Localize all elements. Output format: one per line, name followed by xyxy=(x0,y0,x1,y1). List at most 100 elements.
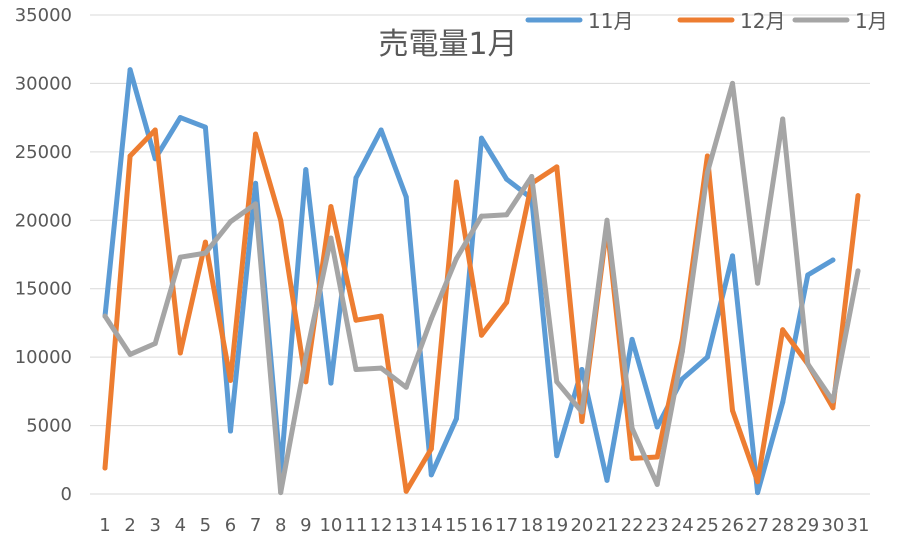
x-tick-label: 28 xyxy=(771,515,794,536)
x-tick-label: 18 xyxy=(520,515,543,536)
data-point xyxy=(127,351,133,357)
data-point xyxy=(378,365,384,371)
series-lines xyxy=(102,67,861,496)
data-point xyxy=(830,398,836,404)
legend-label: 1月 xyxy=(855,9,888,33)
data-point xyxy=(253,180,259,186)
data-point xyxy=(479,135,484,141)
x-tick-label: 21 xyxy=(596,515,619,536)
data-point xyxy=(278,217,284,223)
data-point xyxy=(102,313,108,319)
x-tick-label: 13 xyxy=(395,515,418,536)
data-point xyxy=(730,253,735,259)
data-point xyxy=(755,490,761,496)
data-point xyxy=(253,201,259,207)
data-point xyxy=(278,490,284,496)
y-tick-label: 10000 xyxy=(15,347,72,368)
data-point xyxy=(654,424,660,430)
data-point xyxy=(704,153,710,159)
data-point xyxy=(805,361,811,367)
data-point xyxy=(654,454,660,460)
x-tick-label: 4 xyxy=(175,515,186,536)
data-point xyxy=(830,257,836,263)
x-tick-label: 17 xyxy=(495,515,518,536)
data-point xyxy=(202,239,208,245)
x-axis-ticks: 1 2 3 4 5 6 7 8 9 10 11 12 13 14 15 16 17 18 19 20 21 22 23 24 2… xyxy=(99,515,869,536)
data-point xyxy=(378,313,384,319)
y-tick-label: 5000 xyxy=(26,416,72,437)
data-point xyxy=(253,131,259,137)
y-tick-label: 35000 xyxy=(15,5,72,26)
data-point xyxy=(303,167,309,173)
data-point xyxy=(780,399,786,405)
x-tick-label: 29 xyxy=(796,515,819,536)
x-tick-label: 26 xyxy=(721,515,744,536)
data-point xyxy=(228,219,233,225)
y-axis-ticks: 0 5000 10000 15000 20000 25000 30000 35000 xyxy=(15,5,72,505)
data-point xyxy=(504,299,510,305)
data-point xyxy=(353,366,359,372)
x-tick-label: 1 xyxy=(99,515,110,536)
data-point xyxy=(303,379,309,385)
data-point xyxy=(604,477,610,483)
x-tick-label: 20 xyxy=(570,515,593,536)
data-point xyxy=(529,173,535,179)
data-point xyxy=(704,354,710,360)
data-point xyxy=(579,366,585,372)
data-point xyxy=(177,254,183,260)
x-tick-label: 2 xyxy=(124,515,135,536)
x-tick-label: 11 xyxy=(345,515,368,536)
data-point xyxy=(554,453,560,459)
data-point xyxy=(704,169,710,175)
data-point xyxy=(855,268,861,274)
data-point xyxy=(177,115,183,121)
x-tick-label: 22 xyxy=(621,515,644,536)
data-point xyxy=(303,354,309,360)
data-point xyxy=(629,425,635,431)
data-point xyxy=(730,408,735,414)
data-point xyxy=(805,272,811,278)
data-point xyxy=(479,332,484,338)
data-point xyxy=(152,127,158,133)
data-point xyxy=(654,481,660,487)
data-point xyxy=(479,213,484,219)
data-point xyxy=(353,317,359,323)
data-point xyxy=(604,217,610,223)
x-tick-label: 10 xyxy=(319,515,342,536)
data-point xyxy=(202,124,208,130)
y-tick-label: 15000 xyxy=(15,279,72,300)
data-point xyxy=(730,80,735,86)
data-point xyxy=(679,349,685,355)
data-point xyxy=(504,176,510,182)
data-point xyxy=(328,235,334,241)
data-point xyxy=(428,316,434,322)
data-point xyxy=(202,250,208,256)
x-tick-label: 5 xyxy=(200,515,211,536)
x-tick-label: 3 xyxy=(149,515,160,536)
data-point xyxy=(403,384,409,390)
data-point xyxy=(328,380,334,386)
x-tick-label: 14 xyxy=(420,515,443,536)
data-point xyxy=(554,164,560,170)
data-point xyxy=(177,350,183,356)
data-point xyxy=(453,256,459,262)
x-tick-label: 25 xyxy=(696,515,719,536)
legend-label: 11月 xyxy=(588,9,633,33)
legend: 11月 12月 1月 xyxy=(525,9,888,33)
data-point xyxy=(629,336,635,342)
data-point xyxy=(127,153,133,159)
data-point xyxy=(453,179,459,185)
x-tick-label: 6 xyxy=(225,515,236,536)
data-point xyxy=(579,409,585,415)
series-line-1 xyxy=(102,67,836,496)
x-tick-label: 7 xyxy=(250,515,261,536)
data-point xyxy=(228,377,233,383)
x-tick-label: 16 xyxy=(470,515,493,536)
data-point xyxy=(152,340,158,346)
x-tick-label: 15 xyxy=(445,515,468,536)
data-point xyxy=(403,488,409,494)
data-point xyxy=(855,193,861,199)
data-point xyxy=(629,455,635,461)
x-tick-label: 12 xyxy=(370,515,393,536)
